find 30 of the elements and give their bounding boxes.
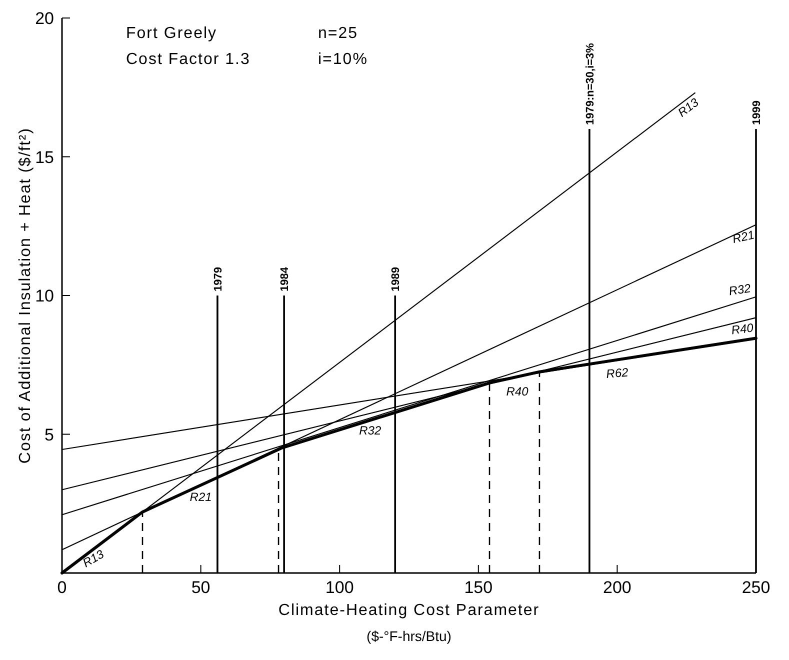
annotation: R13 [80,546,107,570]
annotation: 1979:n=30,i=3% [584,42,596,125]
x-tick-label: 250 [742,578,770,597]
annotation: 1999 [751,100,763,125]
series-label: R62 [606,365,630,381]
text: R13 [675,95,702,120]
annotation: R32 [359,423,382,438]
y-tick-label: 5 [44,425,54,444]
annotation: R40 [506,384,529,399]
text: R32 [728,281,752,298]
y-tick-label: 15 [35,148,54,167]
annotation: Cost Factor 1.3 [126,51,250,68]
x-tick-label: 50 [191,578,210,597]
x-tick-label: 100 [325,578,354,597]
annotation: R21 [190,490,212,504]
x-tick-label: 200 [603,578,632,597]
annotation: 1989 [390,267,402,292]
annotation: Fort Greely [126,25,218,42]
annotation: n=25 [318,25,358,42]
y-tick-label: 10 [35,286,54,306]
text: R21 [731,228,756,246]
y-tick-label: 20 [35,9,54,28]
annotation: i=10% [318,51,368,68]
y-axis-title: Cost of Additional Insulation + Heat ($/ft²) [17,127,34,464]
text: R40 [730,320,754,338]
x-tick-label: 150 [464,578,493,597]
x-axis-title: Climate-Heating Cost Parameter ($-°F-hrs/Btu) [278,602,540,644]
annotation: 1979 [212,267,224,292]
x-tick-label: 0 [57,578,67,597]
annotation: 1984 [279,266,292,292]
